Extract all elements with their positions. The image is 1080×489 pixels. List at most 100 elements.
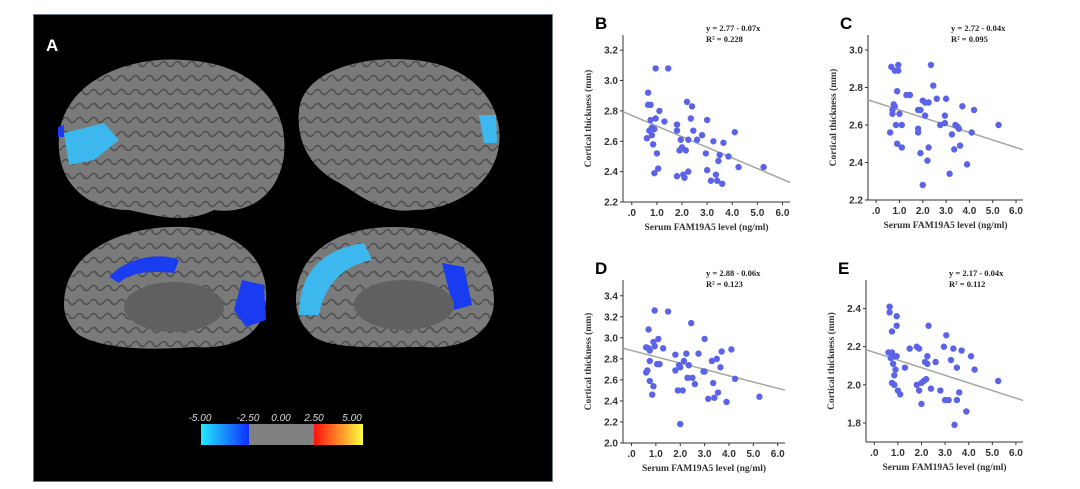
data-point: [712, 171, 720, 178]
data-point: [886, 309, 893, 316]
y-tick-label: 2.4: [604, 167, 618, 178]
data-point: [943, 332, 950, 339]
equation-label: y = 2.77 - 0.07x: [706, 23, 761, 33]
data-point: [679, 387, 686, 394]
data-point: [717, 364, 724, 371]
x-tick-label: .0: [628, 208, 637, 219]
data-point: [924, 360, 931, 368]
data-point: [893, 140, 901, 147]
data-point: [655, 335, 662, 343]
data-point: [654, 165, 662, 172]
data-point: [705, 395, 712, 403]
y-axis-label: Cortical thickness (mm): [583, 313, 594, 411]
data-point: [898, 144, 905, 151]
y-tick-label: 2.8: [604, 354, 618, 365]
data-point: [688, 103, 696, 110]
data-point: [674, 387, 682, 394]
chart-e: 1.8 2.0 2.2 2.4 .0 1.0 2.0 3.0 4.0 5.0 6.0 E y = 2.1…: [826, 259, 1023, 473]
data-point: [937, 387, 944, 394]
data-point: [971, 366, 978, 373]
data-point: [917, 149, 924, 157]
y-axis-label: Cortical thickness (mm): [828, 69, 839, 167]
x-tick-label: 4.0: [962, 448, 976, 459]
data-point: [683, 98, 691, 106]
data-point: [683, 350, 690, 357]
data-point: [959, 103, 966, 110]
equation-label: y = 2.88 - 0.06x: [706, 268, 761, 278]
data-point: [643, 135, 651, 142]
data-point: [947, 356, 955, 364]
y-tick-label: 2.6: [604, 137, 618, 148]
data-point: [895, 61, 902, 69]
x-tick-label: 3.0: [700, 208, 714, 219]
y-axis-label: Cortical thickness (mm): [826, 312, 837, 410]
x-tick-label: 1.0: [649, 449, 663, 460]
x-tick-label: 2.0: [673, 449, 687, 460]
data-point: [718, 348, 725, 355]
data-point: [648, 132, 656, 139]
data-point: [941, 112, 949, 119]
data-point: [925, 322, 932, 329]
x-tick-label: .0: [870, 448, 879, 459]
data-point: [652, 65, 659, 72]
data-point: [897, 391, 904, 398]
data-point: [917, 106, 924, 114]
data-point: [703, 166, 711, 174]
y-axis-label: Cortical thickness (mm): [583, 70, 594, 168]
chart-d: 2.0 2.2 2.4 2.6 2.8 3.0 3.2 3.4 .0 1.0 2.0 3.0 4.0 5.…: [583, 259, 786, 474]
data-point: [653, 150, 661, 157]
data-point: [645, 326, 652, 333]
data-point: [684, 374, 691, 381]
y-tick-label: 2.4: [849, 158, 863, 169]
brain-surface-panel: [33, 14, 553, 482]
data-point: [693, 136, 701, 143]
y-tick-label: 2.8: [604, 106, 618, 117]
data-point: [685, 136, 692, 143]
x-tick-label: 4.0: [722, 449, 736, 460]
data-point: [723, 398, 730, 406]
data-point: [893, 353, 900, 360]
data-point: [963, 408, 970, 415]
data-point: [672, 367, 679, 374]
data-point: [906, 345, 913, 352]
data-point: [646, 347, 653, 354]
data-point: [906, 91, 914, 99]
data-point: [725, 153, 732, 160]
data-point: [915, 345, 923, 352]
x-tick-label: 2.0: [675, 208, 689, 219]
data-point: [925, 144, 932, 151]
x-tick-label: 5.0: [750, 208, 764, 219]
data-point: [995, 121, 1002, 129]
data-point: [891, 372, 898, 379]
y-tick-label: 2.0: [604, 439, 618, 450]
colorbar: [201, 424, 363, 445]
x-tick-label: 1.0: [650, 208, 664, 219]
data-point: [677, 136, 684, 143]
r-squared-label: R² = 0.228: [706, 34, 743, 44]
colorbar-tick: 2.50: [304, 413, 324, 424]
data-point: [895, 67, 902, 74]
panel-label: C: [840, 14, 852, 33]
data-point: [892, 121, 900, 129]
data-point: [689, 374, 696, 381]
y-tick-label: 2.2: [604, 198, 618, 209]
y-tick-label: 2.8: [849, 83, 863, 94]
data-point: [673, 172, 681, 180]
data-point: [963, 161, 971, 168]
r-squared-label: R² = 0.095: [951, 34, 988, 44]
x-tick-label: 2.0: [916, 206, 930, 217]
data-point: [711, 394, 718, 401]
data-point: [886, 129, 894, 136]
data-point: [681, 174, 688, 181]
data-point: [735, 163, 742, 171]
data-point: [701, 335, 708, 343]
data-point: [646, 377, 653, 385]
y-tick-label: 3.2: [604, 312, 618, 323]
data-point: [887, 354, 894, 362]
data-point: [688, 319, 695, 327]
data-point: [644, 367, 651, 374]
brain-medial-right: [296, 227, 494, 348]
data-point: [651, 125, 658, 133]
data-point: [893, 322, 900, 329]
